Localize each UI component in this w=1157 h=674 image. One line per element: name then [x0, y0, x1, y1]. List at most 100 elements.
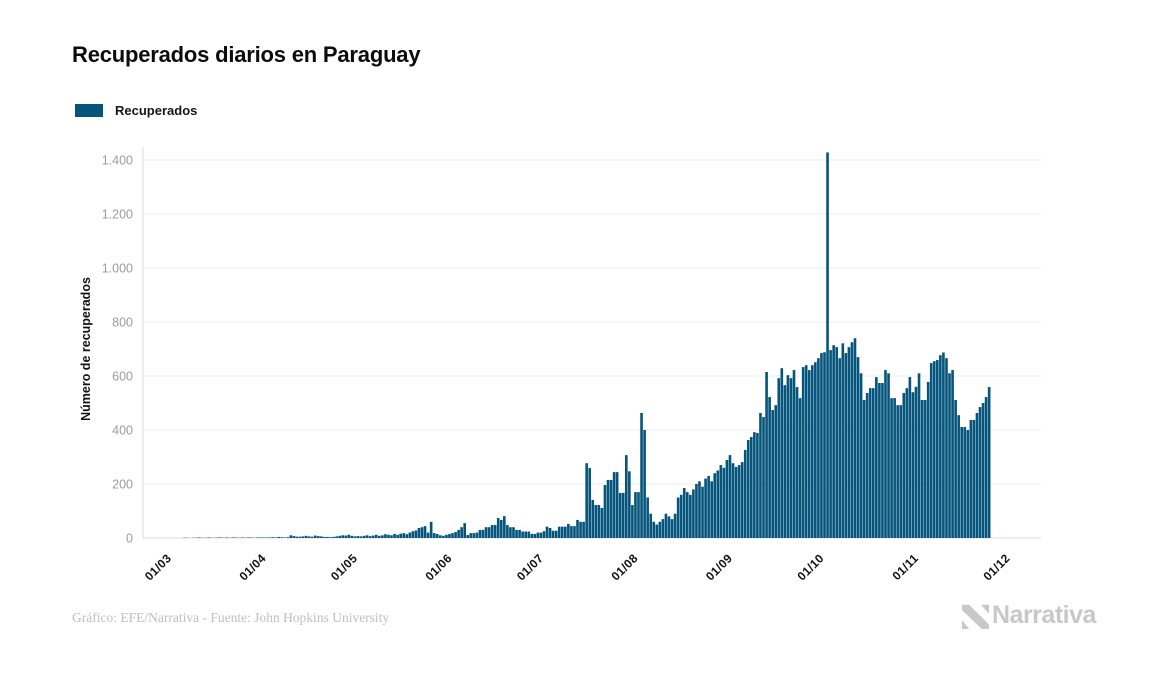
- bar: [249, 537, 253, 538]
- bar: [350, 535, 354, 538]
- bar: [240, 537, 244, 538]
- bar: [649, 513, 653, 538]
- bar: [582, 521, 585, 538]
- bar: [628, 471, 631, 538]
- bar: [570, 526, 573, 538]
- bar: [408, 532, 412, 538]
- bar: [515, 529, 518, 538]
- bar: [414, 530, 418, 538]
- bar: [487, 527, 491, 538]
- narrativa-logo-text: Narrativa: [992, 601, 1096, 629]
- bar: [682, 488, 686, 538]
- bar: [313, 535, 317, 538]
- bar: [432, 533, 436, 538]
- bar: [631, 505, 634, 538]
- bar: [576, 519, 579, 538]
- bar: [664, 513, 668, 538]
- bar: [774, 405, 778, 538]
- x-tick-label-01-05: 01/05: [328, 551, 360, 583]
- bar: [594, 505, 598, 538]
- bar: [704, 478, 707, 538]
- bar: [560, 526, 564, 538]
- bar: [475, 532, 479, 538]
- x-tick-label-01-11: 01/11: [889, 551, 921, 583]
- bar: [317, 536, 320, 538]
- bar: [652, 521, 656, 538]
- bar: [899, 405, 903, 538]
- bar: [731, 463, 735, 538]
- bar: [493, 525, 497, 538]
- bar: [454, 532, 457, 538]
- bar: [624, 455, 628, 538]
- bar: [496, 518, 500, 538]
- bar: [868, 388, 872, 538]
- bar: [695, 484, 698, 538]
- bar: [756, 432, 759, 538]
- chart-title: Recuperados diarios en Paraguay: [72, 42, 421, 67]
- bar: [567, 523, 570, 538]
- bar: [597, 505, 601, 538]
- bar: [920, 400, 924, 538]
- bar: [460, 527, 463, 538]
- bar: [289, 535, 293, 538]
- bar: [817, 358, 820, 538]
- y-tick-label: 1.400: [102, 154, 133, 168]
- bar: [374, 534, 378, 538]
- bar: [655, 524, 659, 538]
- bar: [310, 536, 314, 538]
- bar: [929, 363, 933, 538]
- legend-label: Recuperados: [115, 103, 198, 118]
- bar: [893, 398, 896, 538]
- bar: [759, 412, 762, 538]
- x-tick-label-01-10: 01/10: [794, 551, 826, 583]
- bar: [685, 492, 689, 538]
- bar: [768, 397, 771, 538]
- bar: [326, 536, 329, 538]
- bar: [862, 400, 866, 538]
- bar: [332, 536, 335, 538]
- bar: [634, 492, 637, 538]
- y-tick-label: 400: [112, 424, 133, 438]
- bar: [231, 537, 235, 538]
- bar: [548, 528, 552, 538]
- bar: [673, 513, 677, 538]
- bar: [359, 536, 363, 538]
- bar: [701, 486, 704, 538]
- bar: [692, 489, 695, 538]
- bar: [792, 370, 796, 538]
- source-credit: Gráfico: EFE/Narrativa - Fuente: John Ho…: [72, 610, 390, 625]
- bar: [746, 439, 750, 538]
- x-tick-label-01-06: 01/06: [422, 551, 454, 583]
- bar: [225, 537, 229, 538]
- bar: [789, 378, 793, 538]
- bar: [902, 393, 906, 538]
- bar: [670, 519, 674, 538]
- bar: [820, 353, 823, 538]
- bar: [621, 492, 625, 538]
- bar: [981, 403, 985, 538]
- bar: [740, 462, 744, 538]
- bar: [466, 535, 470, 538]
- bar: [811, 365, 814, 538]
- bar: [463, 523, 466, 538]
- bar: [478, 529, 482, 538]
- bar: [618, 492, 622, 538]
- bar: [405, 534, 409, 538]
- narrativa-logo: Narrativa: [962, 601, 1096, 630]
- y-tick-label: 200: [112, 478, 133, 492]
- bar: [298, 536, 302, 538]
- bar: [835, 347, 839, 538]
- bar: [875, 377, 878, 538]
- bar: [579, 521, 582, 538]
- bar: [259, 537, 262, 538]
- bar: [728, 455, 732, 538]
- bar: [429, 521, 433, 538]
- bar: [207, 537, 210, 538]
- bar: [295, 536, 299, 538]
- bar: [801, 367, 805, 538]
- bar: [368, 536, 372, 538]
- x-tick-label-01-09: 01/09: [703, 551, 735, 583]
- legend: Recuperados: [75, 103, 197, 118]
- gridlines: [142, 147, 1041, 539]
- bar: [911, 392, 915, 538]
